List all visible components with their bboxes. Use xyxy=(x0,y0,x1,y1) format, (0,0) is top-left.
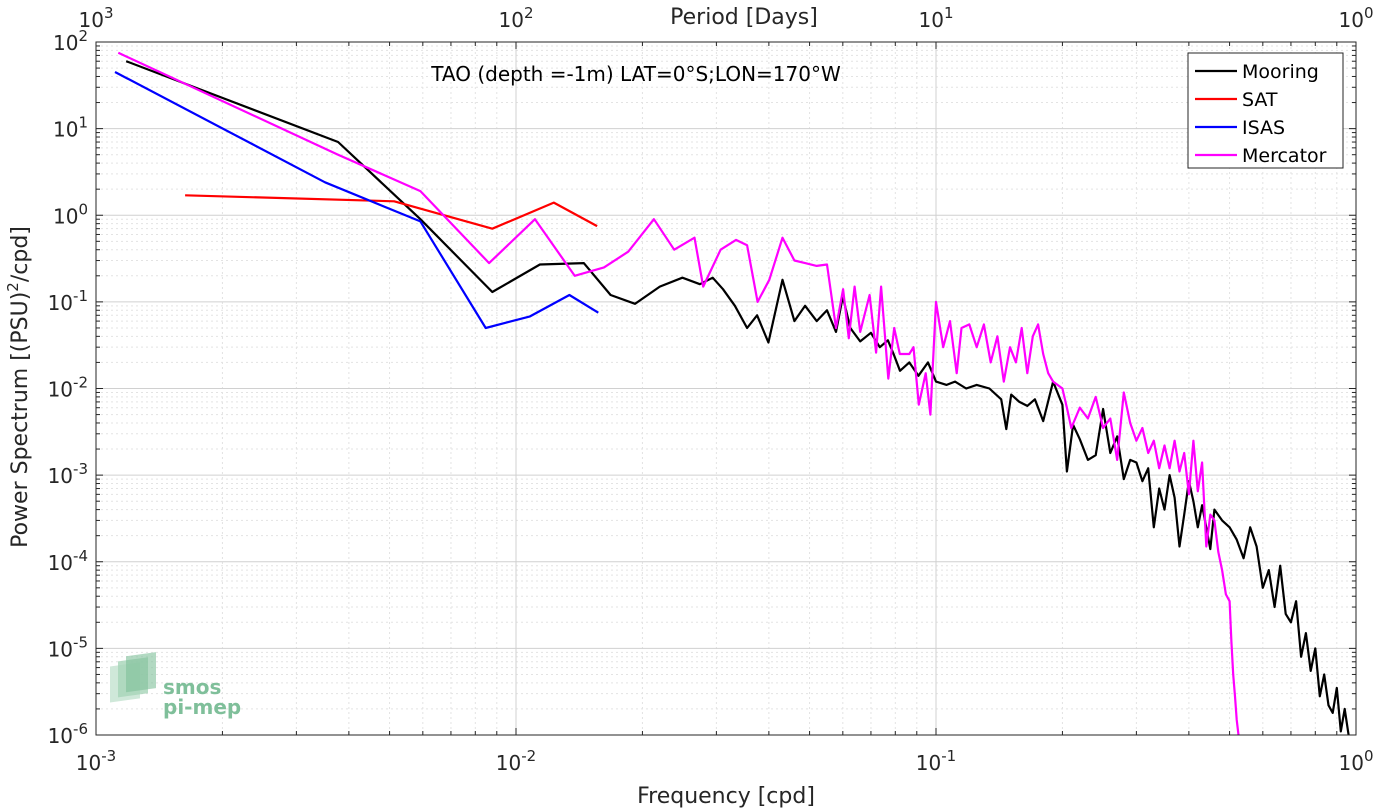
logo-text-pimep: pi-mep xyxy=(163,695,241,719)
y-tick-label: 100 xyxy=(53,200,88,228)
y-axis-label: Power Spectrum [(PSU)2/cpd] xyxy=(4,226,33,548)
y-tick-label: 10-2 xyxy=(48,374,88,402)
y-tick-label: 10-6 xyxy=(48,720,88,748)
x-axis-label: Frequency [cpd] xyxy=(637,784,815,809)
x-tick-label: 10-3 xyxy=(76,747,116,775)
chart-title: TAO (depth =-1m) LAT=0°S;LON=170°W xyxy=(430,62,841,86)
series-line-mercator xyxy=(117,51,1240,736)
legend-label-sat: SAT xyxy=(1242,89,1278,111)
axes-frame xyxy=(95,41,1357,736)
legend-label-mercator: Mercator xyxy=(1242,145,1327,167)
legend: Mooring SAT ISAS Mercator xyxy=(1187,52,1344,169)
y-axis-label-part1: Power Spectrum [(PSU) xyxy=(8,292,33,548)
y-tick-label: 10-4 xyxy=(48,547,88,575)
top-tick-label: 103 xyxy=(79,4,114,32)
top-tick-label: 100 xyxy=(1339,4,1374,32)
y-tick-label: 10-3 xyxy=(48,460,88,488)
y-axis-label-part2: /cpd] xyxy=(8,226,33,282)
smos-pi-mep-logo: smos pi-mep xyxy=(110,652,241,719)
major-grid xyxy=(95,41,1357,736)
series-layer xyxy=(114,51,1350,736)
series-line-sat xyxy=(185,194,598,230)
y-tick-label: 10-5 xyxy=(48,633,88,661)
series-line-mooring xyxy=(125,60,1350,736)
legend-label-isas: ISAS xyxy=(1242,117,1285,139)
logo-mark-icon xyxy=(110,652,156,703)
x-tick-label: 100 xyxy=(1339,747,1374,775)
top-x-axis-label: Period [Days] xyxy=(670,5,818,30)
y-axis-label-superscript: 2 xyxy=(4,282,22,292)
y-tick-label: 102 xyxy=(53,27,88,55)
top-tick-label: 101 xyxy=(919,4,954,32)
legend-label-mooring: Mooring xyxy=(1242,61,1319,83)
x-tick-label: 10-2 xyxy=(496,747,536,775)
legend-box xyxy=(1187,52,1344,169)
y-tick-label: 10-1 xyxy=(48,287,88,315)
x-tick-label: 10-1 xyxy=(916,747,956,775)
logo-text-smos: smos xyxy=(163,675,221,699)
series-line-isas xyxy=(114,71,599,330)
y-tick-label: 101 xyxy=(53,114,88,142)
top-tick-label: 102 xyxy=(499,4,534,32)
